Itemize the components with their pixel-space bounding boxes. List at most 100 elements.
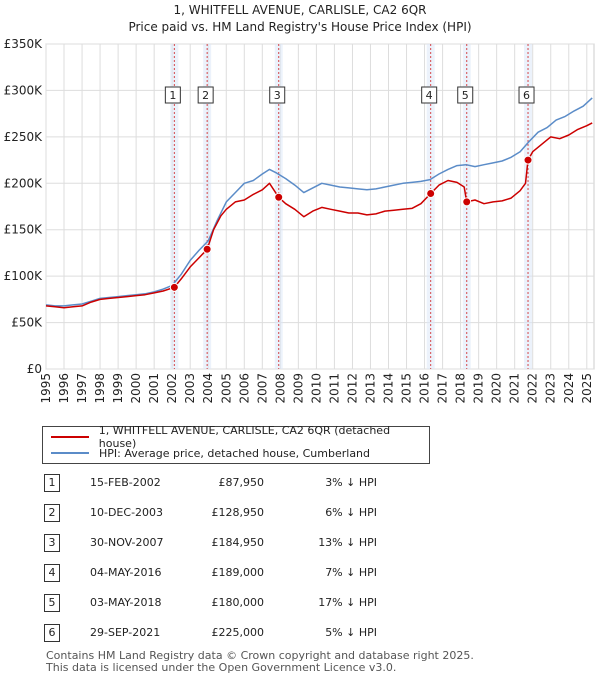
sale-date: 04-MAY-2016 <box>90 566 162 579</box>
x-tick-label: 2020 <box>490 373 504 404</box>
sale-row-5: 5 03-MAY-2018 £180,000 17% ↓ HPI <box>42 594 562 614</box>
series-line-hpi <box>45 97 593 307</box>
chart-title: 1, WHITFELL AVENUE, CARLISLE, CA2 6QR <box>173 3 426 17</box>
x-tick-label: 2003 <box>183 373 197 404</box>
series-line-property <box>45 122 593 309</box>
x-tick-label: 2002 <box>165 373 179 404</box>
x-tick-label: 2019 <box>472 373 486 404</box>
x-tick-label: 1995 <box>39 373 53 404</box>
legend-label-hpi: HPI: Average price, detached house, Cumb… <box>99 446 371 460</box>
sale-marker-box <box>269 86 286 104</box>
sale-marker-number: 5 <box>462 89 469 102</box>
sale-hpi-diff: 17% ↓ HPI <box>318 596 377 609</box>
x-tick-label: 2012 <box>345 373 359 404</box>
y-tick-label: £50K <box>11 316 43 330</box>
x-tick-label: 2017 <box>436 373 450 404</box>
sale-number: 6 <box>44 624 60 642</box>
sale-row-4: 4 04-MAY-2016 £189,000 7% ↓ HPI <box>42 564 562 584</box>
x-tick-label: 2004 <box>201 373 215 404</box>
x-tick-label: 2006 <box>237 373 251 404</box>
sale-date: 03-MAY-2018 <box>90 596 162 609</box>
sale-point <box>202 244 212 254</box>
sale-marker-box <box>164 86 181 104</box>
legend-swatch-property <box>51 436 89 438</box>
chart-subtitle: Price paid vs. HM Land Registry's House … <box>128 20 471 34</box>
sale-point <box>462 197 472 207</box>
sale-hpi-diff: 5% ↓ HPI <box>325 626 377 639</box>
x-tick-label: 2013 <box>363 373 377 404</box>
sale-marker-box <box>518 86 535 104</box>
x-tick-label: 2000 <box>129 373 143 404</box>
price-chart: 1, WHITFELL AVENUE, CARLISLE, CA2 6QR Pr… <box>4 3 595 404</box>
sale-row-1: 1 15-FEB-2002 £87,950 3% ↓ HPI <box>42 474 562 494</box>
sale-band <box>274 44 283 369</box>
sale-date: 15-FEB-2002 <box>90 476 161 489</box>
sale-date: 29-SEP-2021 <box>90 626 161 639</box>
legend-item-hpi: HPI: Average price, detached house, Cumb… <box>51 445 370 461</box>
y-tick-label: £300K <box>4 83 44 97</box>
sale-band <box>462 44 471 369</box>
sale-number: 3 <box>44 534 60 552</box>
sale-date: 10-DEC-2003 <box>90 506 164 519</box>
x-tick-label: 2024 <box>562 373 576 404</box>
sale-number: 1 <box>44 474 60 492</box>
x-tick-label: 2021 <box>508 373 522 404</box>
footer-note: Contains HM Land Registry data © Crown c… <box>46 650 474 674</box>
sale-price: £87,950 <box>218 476 265 489</box>
sale-number: 2 <box>44 504 60 522</box>
sale-point <box>274 192 284 202</box>
x-tick-label: 2014 <box>382 373 396 404</box>
sale-point <box>169 282 179 292</box>
y-tick-label: £0 <box>27 362 42 376</box>
sale-price: £184,950 <box>211 536 265 549</box>
sale-marker-number: 6 <box>523 89 530 102</box>
legend-item-property: 1, WHITFELL AVENUE, CARLISLE, CA2 6QR (d… <box>51 424 429 450</box>
y-tick-label: £350K <box>4 37 44 51</box>
x-tick-label: 1999 <box>111 373 125 404</box>
sale-point <box>426 189 436 198</box>
x-tick-label: 2015 <box>400 373 414 404</box>
sale-hpi-diff: 13% ↓ HPI <box>318 536 377 549</box>
sale-marker-number: 4 <box>426 89 433 102</box>
x-tick-label: 2022 <box>526 373 540 404</box>
sale-price: £189,000 <box>211 566 265 579</box>
sale-band <box>203 44 212 369</box>
footer-line-1: Contains HM Land Registry data © Crown c… <box>46 649 474 662</box>
legend-label-property: 1, WHITFELL AVENUE, CARLISLE, CA2 6QR (d… <box>98 424 391 450</box>
x-tick-label: 2010 <box>309 373 323 404</box>
sale-band <box>524 44 533 369</box>
x-tick-label: 1998 <box>93 373 107 404</box>
sale-price: £180,000 <box>211 596 265 609</box>
y-tick-label: £100K <box>4 269 44 283</box>
sale-row-6: 6 29-SEP-2021 £225,000 5% ↓ HPI <box>42 624 562 644</box>
x-tick-label: 2007 <box>255 373 269 404</box>
x-tick-label: 2001 <box>147 373 161 404</box>
sale-band <box>170 44 179 369</box>
sale-hpi-diff: 3% ↓ HPI <box>325 476 377 489</box>
x-tick-label: 2018 <box>454 373 468 404</box>
x-tick-label: 2016 <box>418 373 432 404</box>
sale-row-2: 2 10-DEC-2003 £128,950 6% ↓ HPI <box>42 504 562 524</box>
sale-hpi-diff: 6% ↓ HPI <box>325 506 377 519</box>
sale-price: £128,950 <box>211 506 265 519</box>
x-tick-label: 1996 <box>57 373 71 404</box>
x-tick-label: 2023 <box>544 373 558 404</box>
legend-swatch-hpi <box>51 452 89 454</box>
sale-number: 5 <box>44 594 60 612</box>
sale-hpi-diff: 7% ↓ HPI <box>325 566 377 579</box>
sale-marker-box <box>421 86 438 104</box>
y-tick-label: £150K <box>4 223 44 237</box>
y-tick-label: £200K <box>4 176 44 190</box>
x-tick-label: 1997 <box>75 373 89 404</box>
sale-number: 4 <box>44 564 60 582</box>
x-tick-label: 2005 <box>219 373 233 404</box>
chart-legend: 1, WHITFELL AVENUE, CARLISLE, CA2 6QR (d… <box>42 424 430 464</box>
sale-marker-number: 1 <box>169 89 176 102</box>
x-tick-label: 2008 <box>273 373 287 404</box>
sale-row-3: 3 30-NOV-2007 £184,950 13% ↓ HPI <box>42 534 562 554</box>
sale-price: £225,000 <box>211 626 265 639</box>
x-tick-label: 2025 <box>580 373 594 404</box>
footer-line-2: This data is licensed under the Open Gov… <box>46 661 397 674</box>
sale-band <box>426 44 435 369</box>
plot-area <box>45 43 595 370</box>
